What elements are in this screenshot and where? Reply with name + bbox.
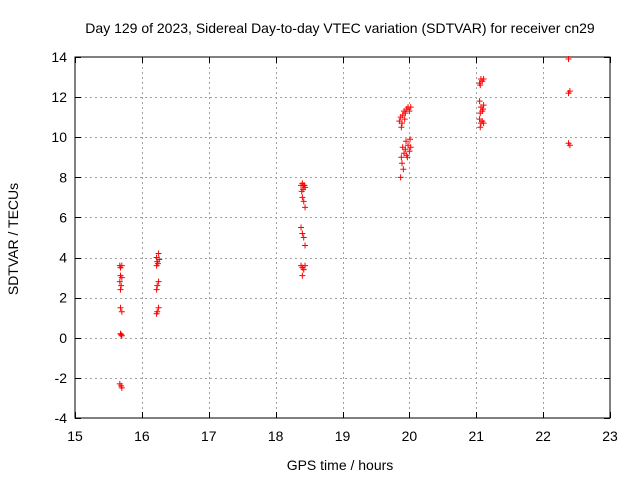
y-tick-label: -4 xyxy=(55,410,68,426)
data-point xyxy=(404,154,411,161)
y-tick-label: 8 xyxy=(59,169,67,185)
data-point xyxy=(117,304,124,311)
data-point xyxy=(153,310,160,317)
y-tick-label: 0 xyxy=(59,330,67,346)
data-point xyxy=(402,110,409,117)
data-point xyxy=(397,174,404,181)
data-point xyxy=(118,384,125,391)
axis-ticks xyxy=(75,57,611,419)
data-point xyxy=(153,286,160,293)
y-tick-label: 4 xyxy=(59,250,67,266)
data-point xyxy=(155,278,162,285)
data-point xyxy=(302,242,309,249)
data-point xyxy=(403,138,410,145)
data-point xyxy=(477,110,484,117)
y-tick-label: 10 xyxy=(51,129,67,145)
x-tick-label: 18 xyxy=(268,428,284,444)
data-point xyxy=(476,98,483,105)
x-tick-label: 19 xyxy=(335,428,351,444)
y-tick-label: 14 xyxy=(51,49,67,65)
data-point xyxy=(301,182,308,189)
data-point xyxy=(299,194,306,201)
data-point xyxy=(398,124,405,131)
x-tick-label: 22 xyxy=(535,428,551,444)
data-point xyxy=(118,282,125,289)
plot-frame xyxy=(74,56,611,419)
data-point xyxy=(116,278,123,285)
data-point xyxy=(155,250,162,257)
grid-lines xyxy=(75,57,610,418)
x-tick-label: 21 xyxy=(468,428,484,444)
data-point xyxy=(406,108,413,115)
chart-title: Day 129 of 2023, Sidereal Day-to-day VTE… xyxy=(85,20,595,36)
data-point xyxy=(154,260,161,267)
data-point xyxy=(406,148,413,155)
x-axis-label: GPS time / hours xyxy=(287,457,394,473)
data-point xyxy=(479,106,486,113)
data-point xyxy=(156,256,163,263)
data-point xyxy=(118,331,125,338)
data-point xyxy=(118,262,125,269)
data-point xyxy=(401,116,408,123)
data-point xyxy=(480,76,487,83)
data-point xyxy=(477,82,484,89)
data-point xyxy=(299,272,306,279)
data-point xyxy=(300,234,307,241)
data-point xyxy=(398,154,405,161)
data-points xyxy=(116,56,573,391)
data-point xyxy=(402,146,409,153)
data-point xyxy=(298,224,305,231)
data-point xyxy=(407,144,414,151)
y-tick-labels: -4 -2 0 2 4 6 8 10 12 14 xyxy=(51,49,67,426)
data-point xyxy=(155,304,162,311)
data-point xyxy=(480,120,487,127)
x-tick-label: 15 xyxy=(67,428,83,444)
data-point xyxy=(299,230,306,237)
data-point xyxy=(300,266,307,273)
y-axis-label: SDTVAR / TECUs xyxy=(5,183,21,295)
data-point xyxy=(480,102,487,109)
data-point xyxy=(399,120,406,127)
data-point xyxy=(407,104,414,111)
data-point xyxy=(118,332,125,339)
data-point xyxy=(154,282,161,289)
data-point xyxy=(302,204,309,211)
data-point xyxy=(566,88,573,95)
y-tick-label: 2 xyxy=(59,290,67,306)
x-tick-label: 17 xyxy=(201,428,217,444)
x-tick-label: 23 xyxy=(602,428,618,444)
x-tick-label: 16 xyxy=(134,428,150,444)
data-point xyxy=(566,142,573,149)
data-point xyxy=(399,160,406,167)
data-point xyxy=(565,56,572,63)
x-tick-labels: 15 16 17 18 19 20 21 22 23 xyxy=(67,428,618,444)
data-point xyxy=(407,136,414,143)
data-point xyxy=(300,198,307,205)
y-tick-label: -2 xyxy=(55,370,68,386)
y-tick-label: 12 xyxy=(51,89,67,105)
data-point xyxy=(118,308,125,315)
data-point xyxy=(400,166,407,173)
data-point xyxy=(302,262,309,269)
data-point xyxy=(117,286,124,293)
data-point xyxy=(477,124,484,131)
x-tick-label: 20 xyxy=(402,428,418,444)
data-point xyxy=(300,186,307,193)
data-point xyxy=(118,274,125,281)
y-tick-label: 6 xyxy=(59,209,67,225)
